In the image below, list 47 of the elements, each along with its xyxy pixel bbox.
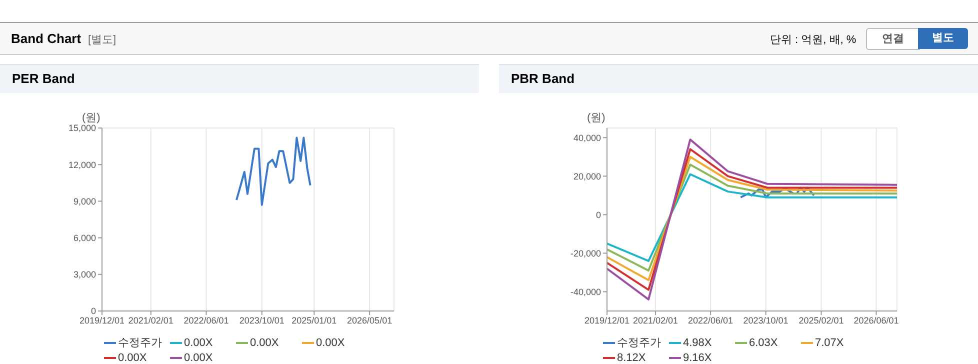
x-tick-label: 2025/02/01	[798, 315, 844, 326]
chart-title: PER Band	[0, 64, 479, 93]
chart-title: PBR Band	[499, 64, 978, 93]
y-tick-label: 40,000	[573, 132, 601, 143]
legend-label: 0.00X	[184, 352, 213, 364]
x-tick-label: 2026/05/01	[347, 315, 392, 326]
legend-label: 0.00X	[118, 352, 147, 364]
y-tick-label: -40,000	[570, 286, 601, 297]
x-tick-label: 2025/01/01	[292, 315, 337, 326]
y-tick-label: 0	[90, 306, 96, 316]
y-axis-title: (원)	[587, 111, 606, 125]
y-tick-label: 3,000	[73, 270, 96, 280]
text: Band Chart	[11, 31, 82, 46]
y-tick-label: 20,000	[573, 171, 601, 182]
text: [별도]	[88, 33, 116, 47]
legend-label: 0.00X	[184, 336, 213, 348]
y-tick-label: -20,000	[570, 248, 601, 258]
legend-label: 수정주가	[118, 336, 162, 350]
line-series	[740, 186, 815, 198]
line-series	[607, 173, 897, 262]
x-tick-label: 2022/06/01	[184, 315, 229, 326]
y-tick-label: 9,000	[73, 196, 96, 206]
text: 별도	[918, 28, 968, 49]
legend-label: 4.98X	[683, 336, 712, 348]
x-tick-label: 2022/06/01	[688, 315, 734, 326]
x-tick-label: 2026/06/01	[854, 315, 899, 326]
text: 단위 : 억원, 배, %	[770, 33, 856, 47]
legend-label: 7.07X	[815, 336, 844, 348]
legend-label: 수정주가	[617, 336, 661, 350]
x-tick-label: 2021/02/01	[128, 315, 174, 326]
x-tick-label: 2019/12/01	[79, 315, 125, 326]
y-tick-label: 15,000	[68, 123, 96, 134]
legend-label: 8.12X	[617, 352, 646, 364]
text: 연결	[866, 28, 920, 50]
legend-label: 9.16X	[683, 352, 712, 364]
x-tick-label: 2023/10/01	[239, 315, 284, 326]
y-tick-label: 0	[596, 210, 601, 220]
x-tick-label: 2019/12/01	[584, 315, 630, 326]
y-axis-title: (원)	[82, 111, 100, 124]
legend-label: 0.00X	[250, 336, 279, 348]
line-series	[236, 136, 312, 206]
x-tick-label: 2021/02/01	[633, 315, 678, 326]
legend-label: 0.00X	[316, 336, 345, 348]
x-tick-label: 2023/10/01	[743, 315, 788, 326]
y-tick-label: 6,000	[73, 232, 96, 243]
legend-label: 6.03X	[749, 336, 778, 348]
y-tick-label: 12,000	[68, 160, 96, 170]
